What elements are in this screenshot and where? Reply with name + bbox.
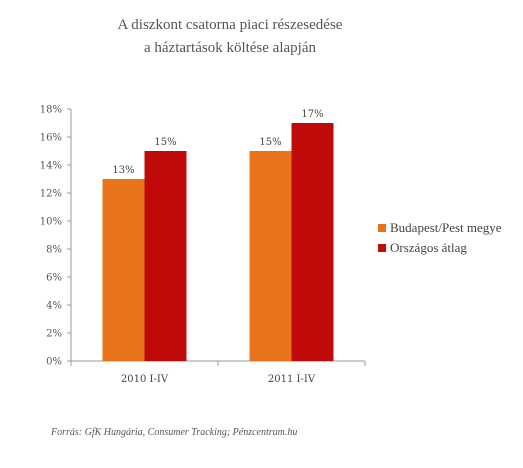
legend-item-series-1: Budapest/Pest megye [378,218,502,238]
bar [249,151,292,361]
y-tick-label: 16% [40,133,62,144]
bar-data-label: 17% [301,109,323,120]
bar [144,151,187,361]
y-tick-label: 10% [40,217,62,228]
bar-data-label: 15% [154,137,176,148]
x-category-label: 2011 I-IV [268,374,316,385]
legend-label-series-2: Országos átlag [390,240,467,255]
chart-title-line2: a háztartások költése alapján [143,40,316,56]
y-tick-label: 12% [40,189,62,200]
y-tick-label: 8% [46,245,62,256]
legend-swatch-series-2 [378,244,386,252]
legend-label-series-1: Budapest/Pest megye [390,220,502,235]
y-tick-label: 14% [40,161,62,172]
y-tick-label: 0% [46,357,62,368]
bar-data-label: 15% [259,137,281,148]
legend-item-series-2: Országos átlag [378,238,502,258]
y-tick-label: 6% [46,273,62,284]
legend: Budapest/Pest megye Országos átlag [378,218,502,258]
y-tick-label: 4% [46,301,62,312]
source-note: Forrás: GfK Hungária, Consumer Tracking;… [51,427,298,438]
x-category-label: 2010 I-IV [121,374,169,385]
y-tick-label: 18% [40,105,62,116]
chart-title-line1: A diszkont csatorna piaci részesedése [117,17,343,33]
bar [102,179,145,361]
y-tick-label: 2% [46,329,62,340]
bar [291,123,334,361]
bar-data-label: 13% [112,165,134,176]
legend-swatch-series-1 [378,224,386,232]
chart-title: A diszkont csatorna piaci részesedése a … [0,14,460,60]
